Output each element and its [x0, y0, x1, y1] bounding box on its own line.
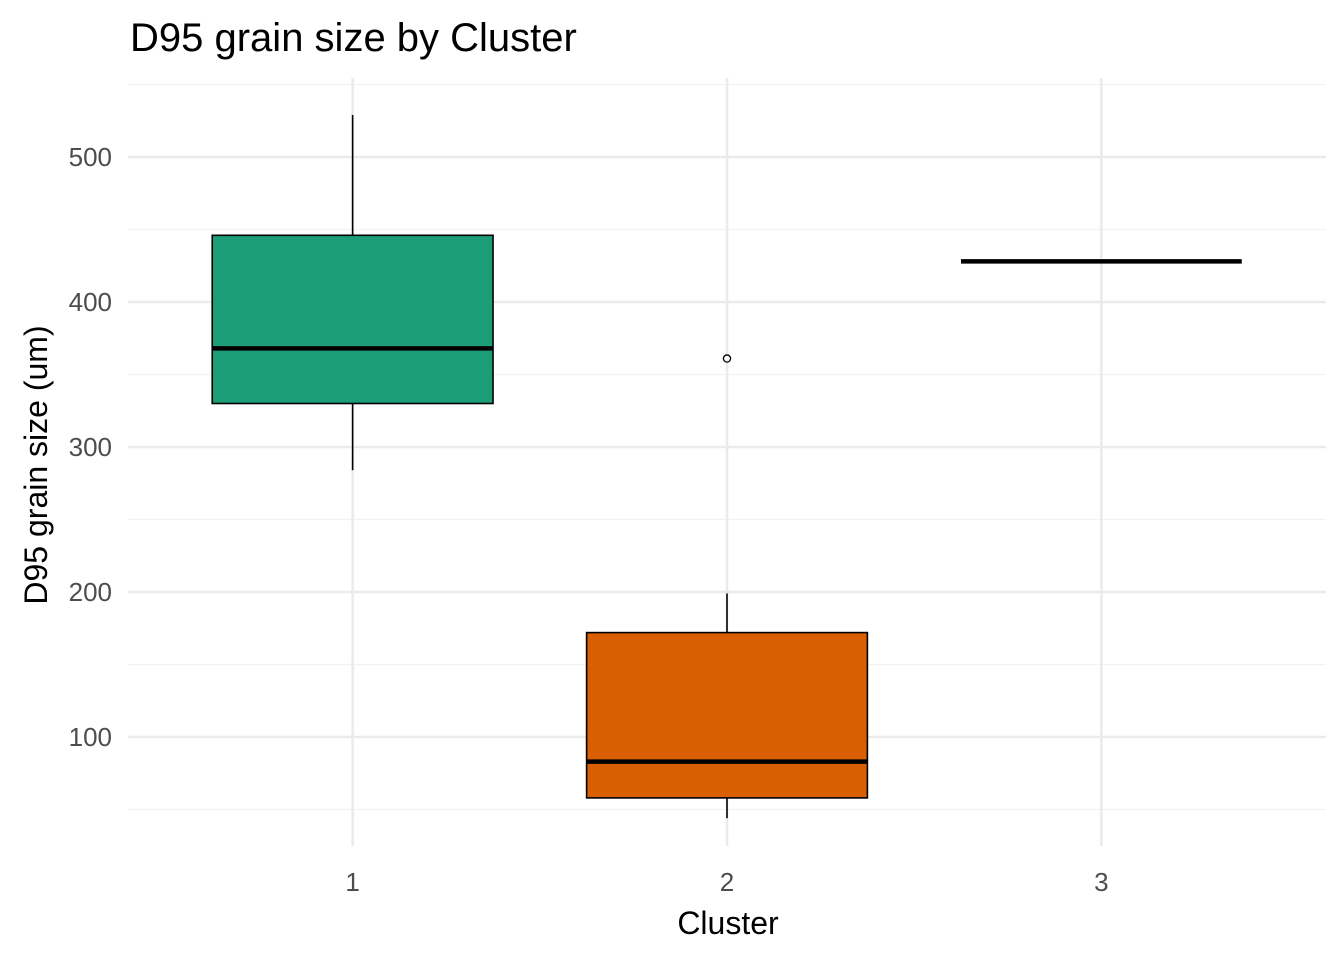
chart-title: D95 grain size by Cluster: [130, 16, 577, 60]
x-axis-title: Cluster: [677, 905, 779, 941]
y-axis-ticks: 100 200 300 400 500: [69, 142, 112, 752]
y-tick-label: 100: [69, 722, 112, 752]
iqr-box: [585, 631, 869, 799]
y-tick-label: 300: [69, 432, 112, 462]
y-tick-label: 200: [69, 577, 112, 607]
iqr-box: [211, 234, 494, 405]
box-series: [211, 114, 1242, 819]
box-cluster-1: [211, 114, 494, 471]
outlier-point: [722, 354, 732, 363]
y-axis-title: D95 grain size (um): [18, 325, 54, 604]
x-tick-label: 2: [720, 867, 734, 897]
y-tick-label: 400: [69, 287, 112, 317]
x-tick-label: 3: [1094, 867, 1108, 897]
x-tick-label: 1: [345, 867, 359, 897]
x-axis-ticks: 1 2 3: [345, 867, 1108, 897]
y-tick-label: 500: [69, 142, 112, 172]
box-cluster-2: [585, 354, 869, 819]
